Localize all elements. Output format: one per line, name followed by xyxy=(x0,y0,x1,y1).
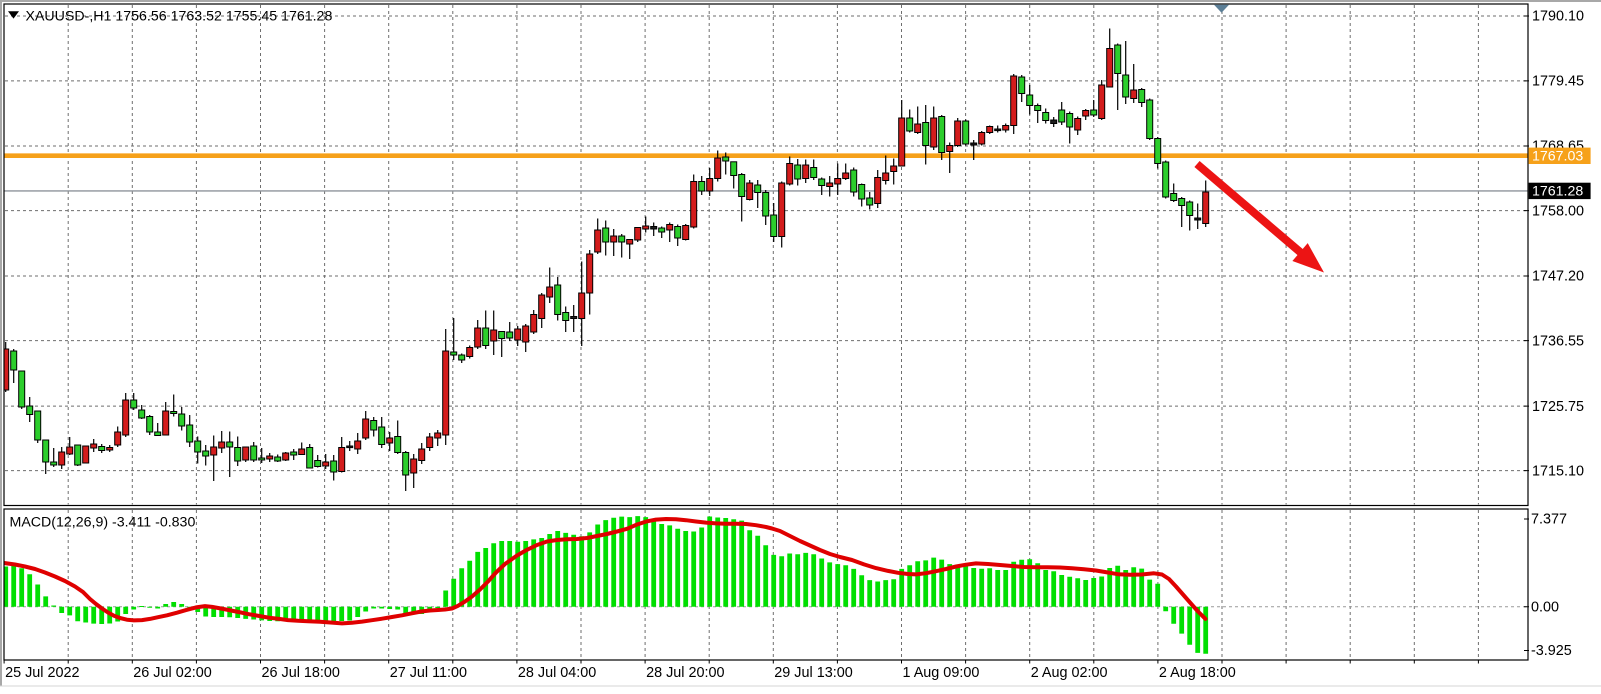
svg-text:2 Aug 02:00: 2 Aug 02:00 xyxy=(1031,665,1108,681)
svg-text:1725.75: 1725.75 xyxy=(1532,399,1584,415)
svg-text:29 Jul 13:00: 29 Jul 13:00 xyxy=(774,665,852,681)
svg-text:1747.20: 1747.20 xyxy=(1532,269,1584,285)
svg-text:25 Jul 2022: 25 Jul 2022 xyxy=(5,665,79,681)
svg-text:7.377: 7.377 xyxy=(1531,512,1567,528)
svg-text:1736.55: 1736.55 xyxy=(1532,333,1584,349)
svg-text:MACD(12,26,9) -3.411 -0.830: MACD(12,26,9) -3.411 -0.830 xyxy=(10,514,196,530)
svg-text:2 Aug 18:00: 2 Aug 18:00 xyxy=(1159,665,1236,681)
svg-text:1790.10: 1790.10 xyxy=(1532,9,1584,25)
svg-text:XAUUSD-,H1 1756.56 1763.52 175: XAUUSD-,H1 1756.56 1763.52 1755.45 1761.… xyxy=(26,8,333,24)
svg-text:-3.925: -3.925 xyxy=(1531,643,1572,659)
svg-text:1 Aug 09:00: 1 Aug 09:00 xyxy=(903,665,980,681)
svg-text:0.00: 0.00 xyxy=(1531,599,1559,615)
svg-text:1761.28: 1761.28 xyxy=(1532,184,1583,200)
svg-text:26 Jul 02:00: 26 Jul 02:00 xyxy=(133,665,211,681)
svg-text:1767.03: 1767.03 xyxy=(1532,148,1583,164)
svg-text:1779.45: 1779.45 xyxy=(1532,74,1584,90)
svg-text:26 Jul 18:00: 26 Jul 18:00 xyxy=(262,665,340,681)
svg-text:27 Jul 11:00: 27 Jul 11:00 xyxy=(390,665,467,681)
svg-text:28 Jul 20:00: 28 Jul 20:00 xyxy=(646,665,724,681)
svg-text:1715.10: 1715.10 xyxy=(1532,463,1584,479)
svg-text:1758.00: 1758.00 xyxy=(1532,203,1584,219)
svg-text:28 Jul 04:00: 28 Jul 04:00 xyxy=(518,665,596,681)
